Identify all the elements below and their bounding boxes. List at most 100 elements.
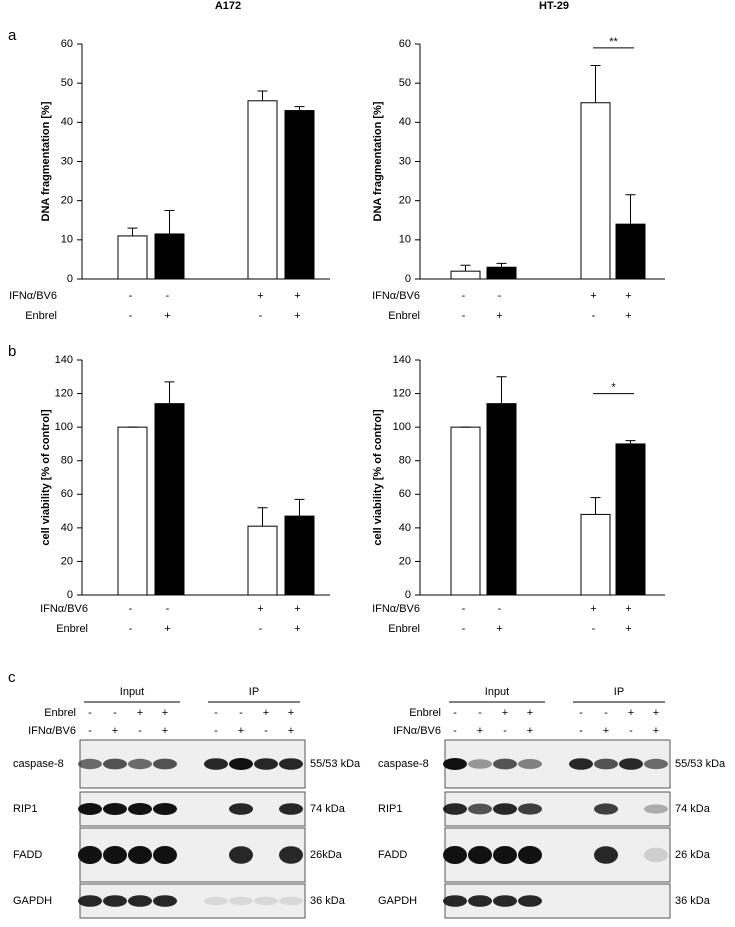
y-axis-label: DNA fragmentation [%] bbox=[40, 101, 52, 221]
blot-band bbox=[279, 846, 303, 864]
protein-label: GAPDH bbox=[13, 895, 52, 907]
error-bar bbox=[257, 507, 268, 527]
condition-sign: - bbox=[129, 310, 133, 322]
blot-condition-sign: - bbox=[579, 725, 583, 737]
blot-band bbox=[443, 803, 467, 815]
y-tick-label: 100 bbox=[55, 421, 73, 433]
error-bar bbox=[294, 106, 305, 111]
condition-sign: - bbox=[462, 290, 466, 302]
condition-sign: - bbox=[462, 603, 466, 615]
y-tick-label: 40 bbox=[399, 116, 411, 128]
y-tick-label: 30 bbox=[399, 155, 411, 167]
blot-condition-sign: - bbox=[264, 725, 268, 737]
blot-band bbox=[468, 803, 492, 815]
y-tick-label: 10 bbox=[61, 234, 73, 246]
blot-band bbox=[619, 758, 643, 770]
blot-condition-sign: - bbox=[214, 725, 218, 737]
blot-band bbox=[78, 758, 102, 770]
protein-label: RIP1 bbox=[13, 803, 37, 815]
condition-sign: + bbox=[294, 603, 300, 615]
condition-sign: - bbox=[259, 310, 263, 322]
condition-sign: - bbox=[498, 290, 502, 302]
blot-band bbox=[103, 803, 127, 815]
protein-label: GAPDH bbox=[378, 895, 417, 907]
y-tick-label: 120 bbox=[55, 387, 73, 399]
blot-condition-sign: - bbox=[604, 707, 608, 719]
condition-sign: - bbox=[166, 603, 170, 615]
blot-band bbox=[254, 758, 278, 770]
blot-band bbox=[443, 895, 467, 907]
error-bar bbox=[460, 264, 471, 272]
condition-sign: + bbox=[496, 623, 502, 635]
condition-sign: - bbox=[462, 623, 466, 635]
blot-band bbox=[153, 758, 177, 770]
blot-band bbox=[254, 896, 278, 906]
condition-label: Enbrel bbox=[388, 623, 420, 635]
protein-size: 55/53 kDa bbox=[310, 758, 361, 770]
y-tick-label: 20 bbox=[399, 555, 411, 567]
condition-sign: - bbox=[592, 623, 596, 635]
blot-band bbox=[128, 758, 152, 770]
blot-band bbox=[493, 895, 517, 907]
y-tick-label: 80 bbox=[61, 455, 73, 467]
panel-letter: a bbox=[8, 27, 17, 44]
y-tick-label: 50 bbox=[399, 77, 411, 89]
protein-label: FADD bbox=[13, 849, 42, 861]
blot-band bbox=[153, 846, 177, 864]
y-tick-label: 140 bbox=[393, 354, 411, 366]
y-tick-label: 0 bbox=[67, 273, 73, 285]
blot-band bbox=[443, 846, 467, 864]
blot-condition-label: Enbrel bbox=[409, 707, 441, 719]
condition-label: IFNα/BV6 bbox=[372, 603, 420, 615]
blot-band bbox=[644, 758, 668, 770]
panel-letter: b bbox=[8, 343, 16, 360]
condition-sign: - bbox=[592, 310, 596, 322]
y-tick-label: 60 bbox=[399, 38, 411, 50]
condition-sign: + bbox=[625, 290, 631, 302]
protein-size: 74 kDa bbox=[310, 803, 346, 815]
blot-band bbox=[569, 758, 593, 770]
error-bar bbox=[496, 376, 507, 404]
bar bbox=[580, 102, 611, 280]
protein-size: 36 kDa bbox=[310, 895, 346, 907]
condition-sign: + bbox=[164, 310, 170, 322]
blot-band bbox=[518, 803, 542, 815]
y-tick-label: 40 bbox=[61, 522, 73, 534]
blot-band bbox=[229, 758, 253, 770]
bar bbox=[247, 525, 278, 596]
error-bar bbox=[257, 90, 268, 101]
blot-band bbox=[103, 895, 127, 907]
blot-condition-sign: - bbox=[579, 707, 583, 719]
blot-band bbox=[204, 758, 228, 770]
blot-band bbox=[229, 896, 253, 906]
bar bbox=[450, 426, 481, 596]
condition-label: IFNα/BV6 bbox=[40, 603, 88, 615]
condition-label: Enbrel bbox=[388, 310, 420, 322]
condition-sign: + bbox=[294, 310, 300, 322]
y-tick-label: 20 bbox=[61, 195, 73, 207]
y-tick-label: 20 bbox=[399, 195, 411, 207]
bar bbox=[580, 513, 611, 596]
panel-letter: c bbox=[8, 669, 16, 686]
blot-condition-sign: + bbox=[653, 725, 659, 737]
error-bar bbox=[164, 381, 175, 404]
condition-sign: + bbox=[625, 623, 631, 635]
condition-sign: + bbox=[257, 603, 263, 615]
blot-band bbox=[229, 846, 253, 864]
blot-band bbox=[103, 846, 127, 864]
blot-condition-label: IFNα/BV6 bbox=[393, 725, 441, 737]
blot-condition-sign: + bbox=[477, 725, 483, 737]
y-tick-label: 50 bbox=[61, 77, 73, 89]
protein-label: caspase-8 bbox=[378, 758, 429, 770]
y-axis-label: cell viability [% of control] bbox=[372, 409, 384, 546]
y-tick-label: 100 bbox=[393, 421, 411, 433]
y-tick-label: 20 bbox=[61, 555, 73, 567]
error-bar bbox=[496, 262, 507, 268]
condition-sign: - bbox=[259, 623, 263, 635]
significance-label: * bbox=[611, 381, 616, 393]
condition-label: Enbrel bbox=[56, 623, 88, 635]
y-tick-label: 80 bbox=[399, 455, 411, 467]
protein-label: caspase-8 bbox=[13, 758, 64, 770]
condition-sign: - bbox=[498, 603, 502, 615]
y-tick-label: 60 bbox=[61, 488, 73, 500]
